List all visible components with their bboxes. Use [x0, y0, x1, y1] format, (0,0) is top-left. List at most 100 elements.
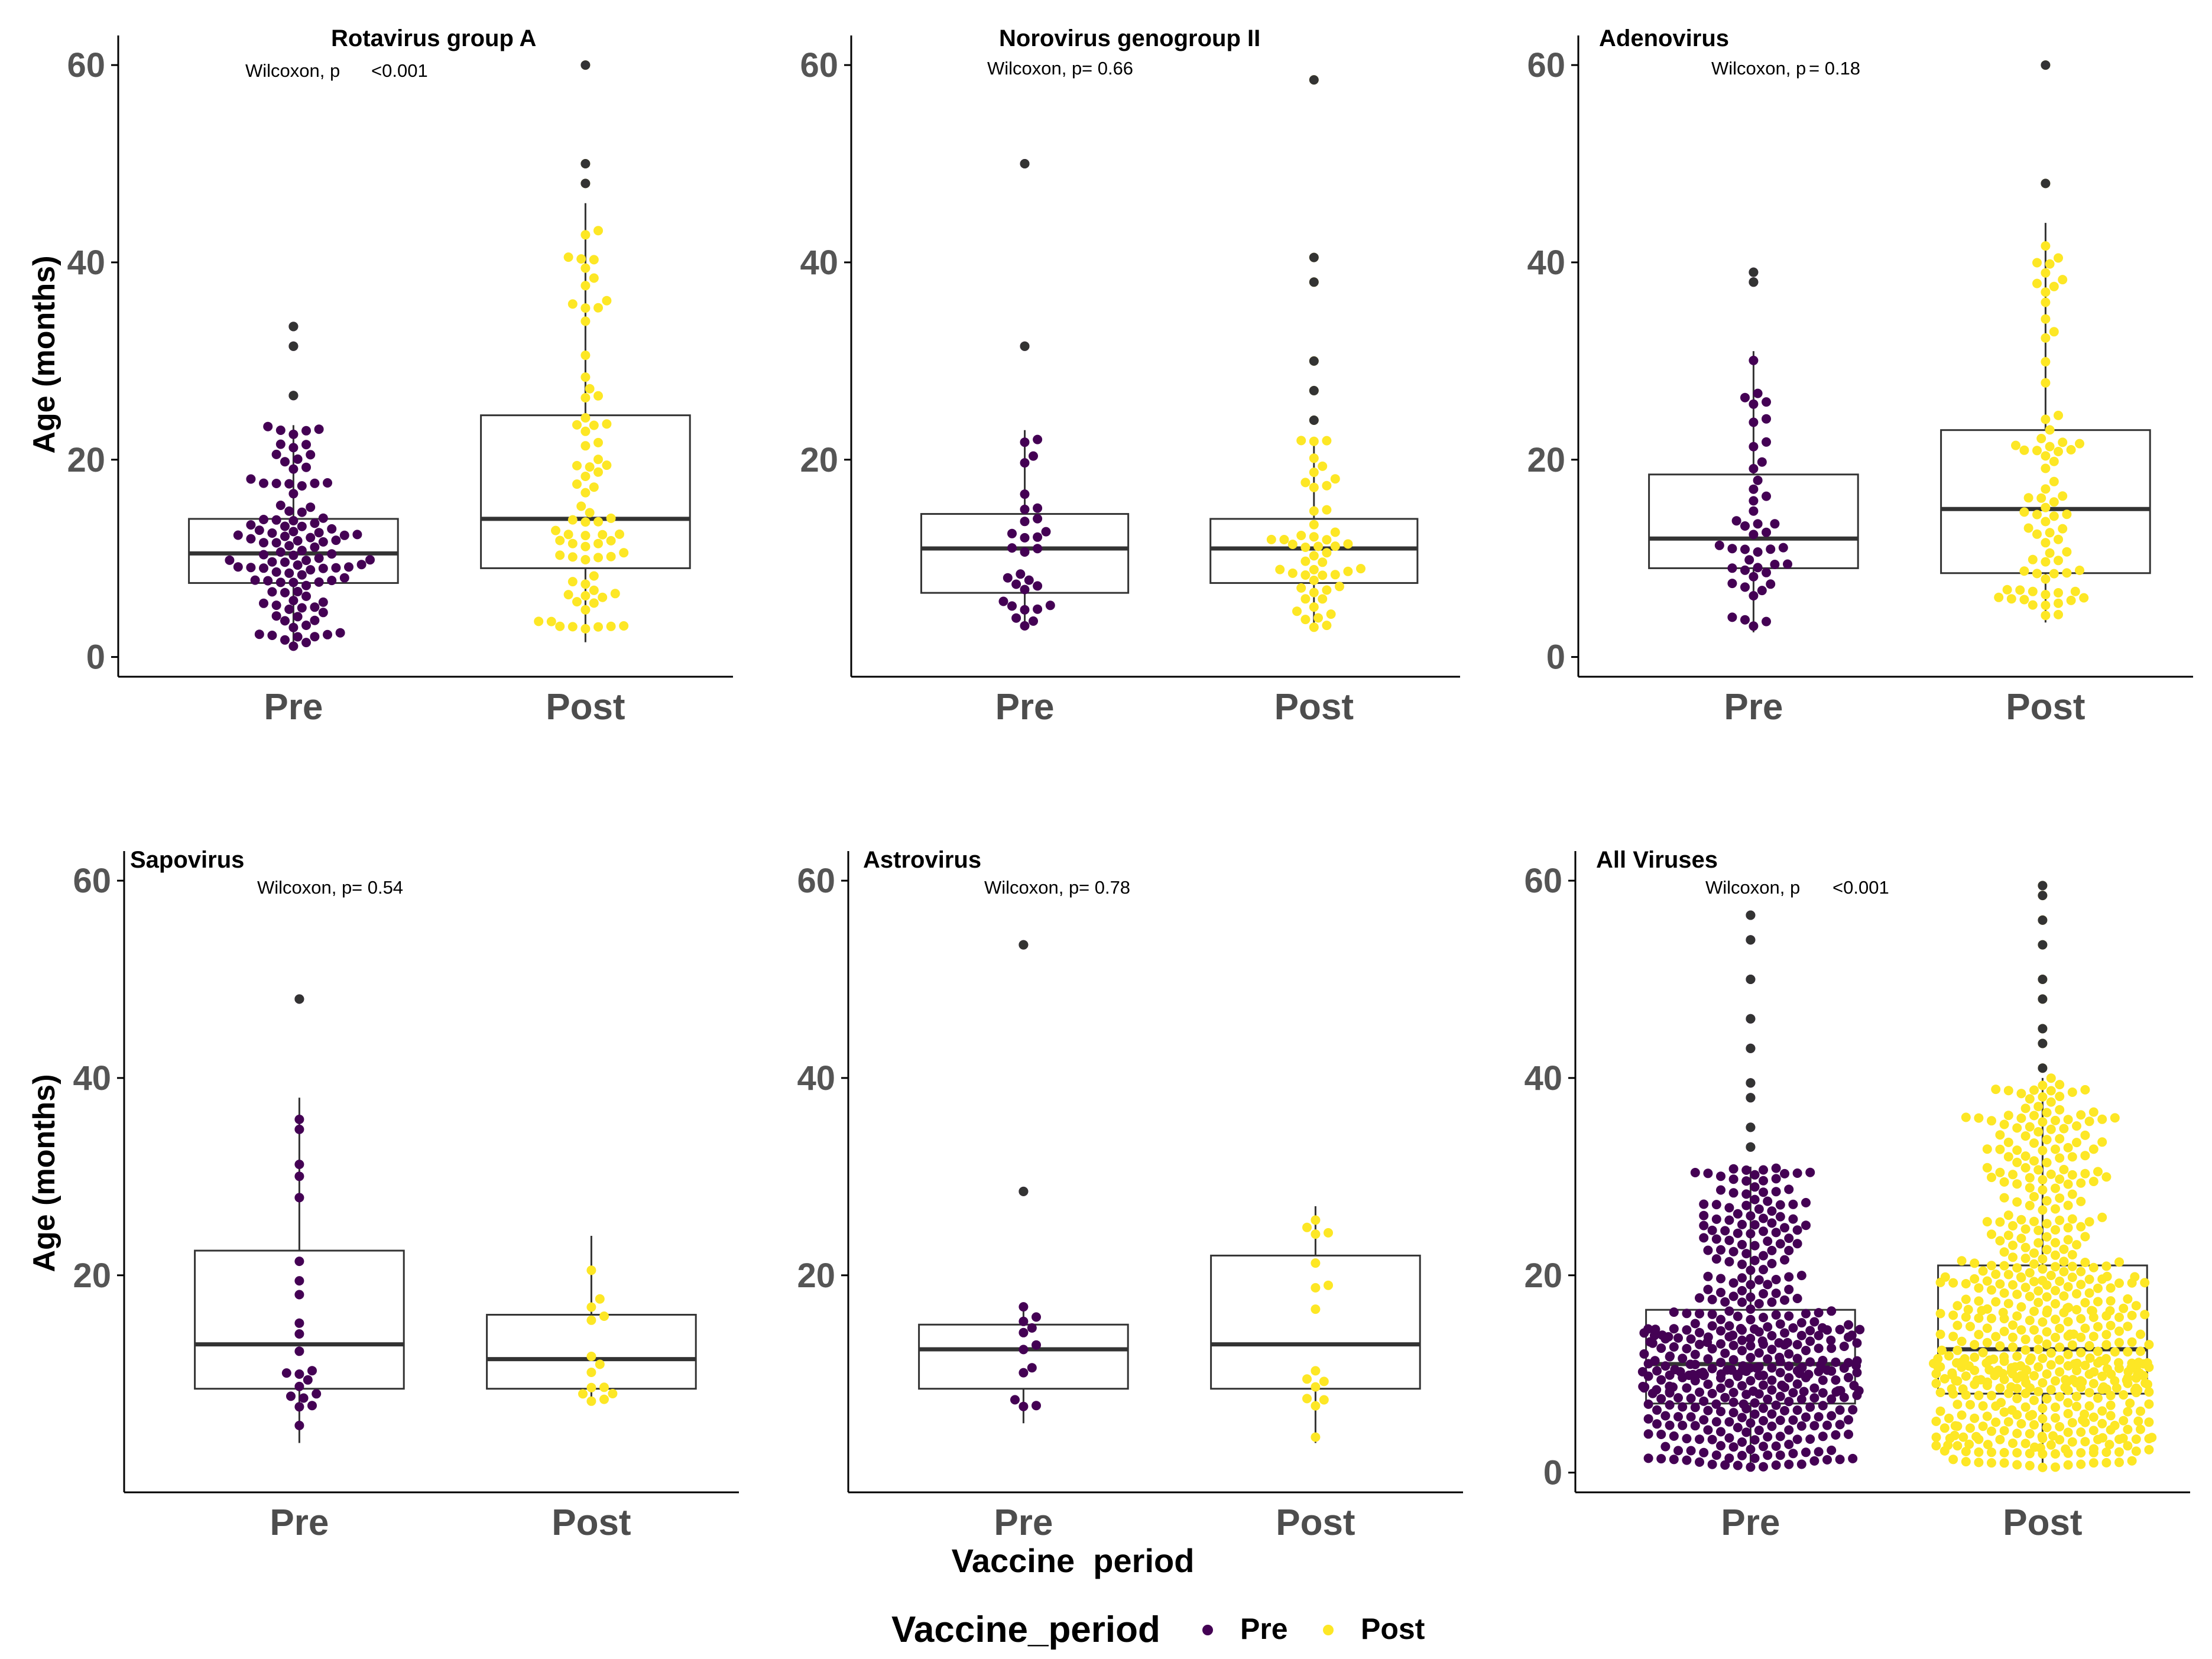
data-point — [1708, 1435, 1717, 1444]
data-point — [1311, 1401, 1320, 1411]
data-point — [1673, 1446, 1683, 1455]
data-point — [1011, 613, 1021, 623]
data-point — [2032, 446, 2042, 455]
data-point — [1762, 528, 1771, 537]
data-point — [2089, 1108, 2099, 1117]
data-point — [2029, 1277, 2039, 1286]
data-point — [1809, 1421, 1819, 1430]
data-point — [1733, 1461, 1743, 1470]
data-point — [1691, 1319, 1700, 1329]
data-point — [2076, 1448, 2085, 1457]
data-point — [2072, 1240, 2081, 1249]
data-point — [2029, 1420, 2039, 1430]
data-point — [1950, 1431, 1960, 1440]
outlier-point — [1020, 159, 1030, 168]
data-point — [2054, 411, 2063, 420]
outlier-point — [580, 60, 590, 70]
data-point — [282, 1368, 291, 1378]
data-point — [1784, 1285, 1793, 1294]
data-point — [1324, 1281, 1333, 1290]
data-point — [1652, 1366, 1662, 1376]
data-point — [2000, 1177, 2009, 1187]
data-point — [2080, 1410, 2089, 1419]
data-point — [2004, 1086, 2013, 1095]
data-point — [1776, 1415, 1785, 1425]
data-point — [1754, 1299, 1764, 1309]
data-point — [310, 518, 319, 528]
data-point — [1682, 1309, 1691, 1318]
data-point — [2087, 1306, 2096, 1316]
data-point — [2054, 254, 2063, 263]
data-point — [1853, 1356, 1862, 1366]
pvalue-value: = 0.54 — [352, 877, 403, 898]
data-point — [288, 578, 298, 587]
data-point — [2093, 1394, 2103, 1403]
data-point — [1644, 1400, 1653, 1409]
data-point — [2144, 1400, 2153, 1409]
data-point — [1703, 1379, 1712, 1389]
data-point — [1936, 1330, 1945, 1339]
data-point — [1797, 1421, 1806, 1431]
data-point — [555, 622, 565, 631]
data-point — [1741, 1176, 1751, 1186]
data-point — [1300, 543, 1310, 552]
data-point — [2089, 1367, 2099, 1376]
data-point — [606, 514, 616, 523]
data-point — [340, 573, 349, 583]
data-point — [272, 515, 281, 525]
data-point — [2064, 1223, 2073, 1232]
data-point — [331, 563, 340, 573]
data-point — [1827, 1411, 1836, 1421]
data-point — [580, 579, 590, 589]
outlier-point — [1746, 935, 1755, 944]
data-point — [1682, 1344, 1691, 1353]
data-point — [2028, 587, 2038, 596]
data-point — [1749, 591, 1758, 600]
data-point — [1279, 535, 1289, 544]
data-point — [1656, 1430, 1666, 1439]
data-point — [301, 581, 311, 590]
data-point — [2033, 1102, 2043, 1111]
data-point — [2055, 1174, 2064, 1184]
data-point — [1995, 1280, 2005, 1289]
outlier-point — [1746, 1044, 1755, 1053]
data-point — [2055, 1193, 2064, 1203]
data-point — [1656, 1394, 1666, 1404]
data-point — [2033, 1298, 2043, 1307]
data-point — [606, 536, 616, 546]
data-point — [2051, 1413, 2060, 1423]
data-point — [1780, 1255, 1789, 1265]
data-point — [2038, 1414, 2047, 1424]
data-point — [2068, 1340, 2077, 1350]
data-point — [1759, 1416, 1768, 1426]
data-point — [2097, 1419, 2107, 1429]
data-point — [2080, 1131, 2090, 1140]
data-point — [280, 588, 290, 598]
data-point — [1737, 1273, 1747, 1283]
data-point — [1741, 1165, 1751, 1175]
data-point — [2064, 1303, 2073, 1312]
data-point — [2099, 1382, 2109, 1392]
data-point — [319, 598, 328, 607]
data-point — [2114, 1447, 2124, 1457]
pvalue-prefix: Wilcoxon, p — [1711, 58, 1806, 79]
x-category-label: Pre — [994, 1502, 1053, 1543]
data-point — [288, 596, 298, 605]
data-point — [2064, 1282, 2073, 1291]
data-point — [1311, 1366, 1320, 1375]
outlier-point — [1309, 356, 1319, 366]
data-point — [1818, 1388, 1828, 1398]
data-point — [593, 454, 603, 464]
data-point — [1983, 1304, 1992, 1314]
data-point — [1804, 1370, 1814, 1379]
data-point — [2089, 1458, 2099, 1468]
data-point — [593, 438, 603, 447]
data-point — [2097, 1406, 2107, 1415]
data-point — [1715, 541, 1724, 550]
data-point — [272, 567, 281, 577]
data-point — [1733, 1311, 1743, 1321]
data-point — [1770, 519, 1779, 528]
data-point — [1643, 1324, 1653, 1334]
data-point — [1763, 1236, 1772, 1246]
data-point — [1020, 585, 1030, 595]
